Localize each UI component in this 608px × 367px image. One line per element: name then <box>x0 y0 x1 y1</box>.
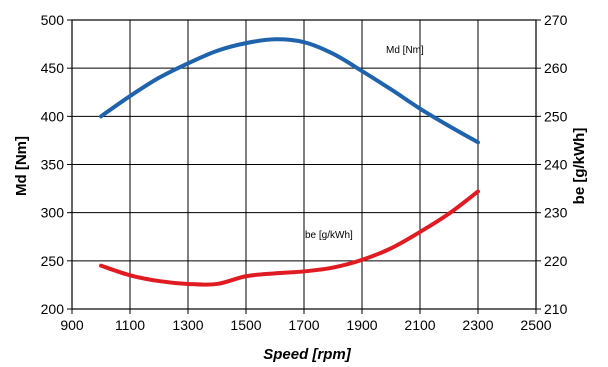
x-tick-label: 900 <box>60 317 84 333</box>
x-tick-label: 1900 <box>346 317 377 333</box>
y-right-axis-title: be [g/kWh] <box>571 128 588 205</box>
y-left-tick-label: 350 <box>41 157 65 173</box>
series-line-md <box>99 37 480 145</box>
y-right-tick-label: 210 <box>544 301 568 317</box>
y-left-tick-label: 450 <box>41 60 65 76</box>
series-lines <box>99 37 480 287</box>
y-left-tick-label: 500 <box>41 12 65 28</box>
y-left-tick-label: 400 <box>41 108 65 124</box>
y-right-tick-label: 230 <box>544 205 568 221</box>
grid <box>71 19 537 310</box>
y-left-tick-label: 300 <box>41 205 65 221</box>
series-label-md: Md [Nm] <box>386 45 424 56</box>
series-label-be: be [g/kWh] <box>305 230 353 241</box>
x-tick-label: 2300 <box>462 317 493 333</box>
x-tick-label: 1700 <box>288 317 319 333</box>
x-tick-label: 1500 <box>230 317 261 333</box>
y-right-tick-label: 270 <box>544 12 568 28</box>
x-tick-label: 1300 <box>172 317 203 333</box>
y-right-tick-label: 250 <box>544 108 568 124</box>
x-axis-title: Speed [rpm] <box>263 346 352 363</box>
y-left-tick-label: 250 <box>41 253 65 269</box>
y-right-tick-label: 240 <box>544 157 568 173</box>
series-line-be <box>99 189 480 287</box>
y-left-axis-title: Md [Nm] <box>13 136 30 196</box>
y-left-tick-label: 200 <box>41 301 65 317</box>
x-tick-label: 1100 <box>115 317 145 333</box>
y-right-tick-label: 220 <box>544 253 568 269</box>
x-tick-label: 2500 <box>520 317 551 333</box>
ticks: 900 1100 1300 1500 1700 1900 2100 2300 2500 200 25… <box>41 12 568 333</box>
y-right-tick-label: 260 <box>544 60 568 76</box>
x-tick-label: 2100 <box>404 317 435 333</box>
